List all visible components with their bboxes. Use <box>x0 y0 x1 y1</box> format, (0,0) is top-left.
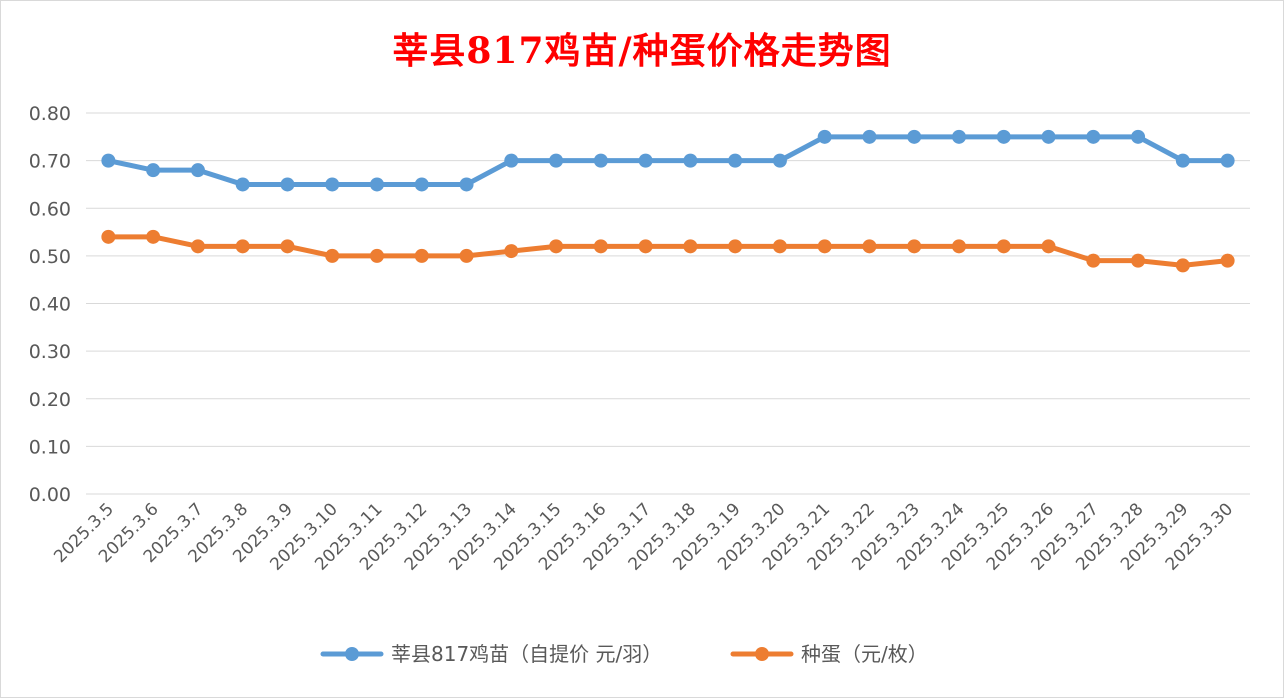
data-point <box>414 248 429 263</box>
legend-label: 莘县817鸡苗（自提价 元/羽） <box>391 642 662 666</box>
series-line <box>105 134 1231 187</box>
data-point <box>728 153 743 168</box>
data-point <box>325 177 340 192</box>
x-axis-ticks: 2025.3.52025.3.62025.3.72025.3.82025.3.9… <box>50 499 1237 574</box>
data-point <box>683 153 698 168</box>
data-point <box>370 177 384 192</box>
data-point <box>459 177 474 192</box>
data-point <box>1175 153 1190 168</box>
data-point <box>146 229 161 244</box>
data-point <box>1086 253 1101 268</box>
y-axis-ticks: 0.00 0.10 0.20 0.30 0.40 0.50 0.60 0.70 0.80 <box>29 103 71 506</box>
legend: 莘县817鸡苗（自提价 元/羽） 种蛋（元/枚） <box>320 642 928 666</box>
y-tick-label: 0.00 <box>29 484 71 506</box>
series-0 <box>101 129 1235 192</box>
data-point <box>862 239 877 254</box>
data-point <box>101 229 116 244</box>
data-point <box>952 129 966 144</box>
data-point <box>101 153 116 168</box>
chart-title: 莘县817鸡苗/种蛋价格走势图 <box>392 30 892 72</box>
data-point <box>996 239 1011 254</box>
data-point <box>772 239 787 254</box>
legend-entry: 莘县817鸡苗（自提价 元/羽） <box>320 642 662 666</box>
data-point <box>1220 153 1235 168</box>
data-point <box>459 248 474 263</box>
data-point <box>728 239 743 254</box>
y-tick-label: 0.10 <box>29 436 71 458</box>
data-point <box>817 129 832 144</box>
data-point <box>190 163 205 178</box>
series-line <box>105 234 1231 268</box>
data-point <box>683 239 698 254</box>
legend-entry: 种蛋（元/枚） <box>730 642 928 666</box>
data-point <box>370 248 384 263</box>
data-point <box>1220 253 1235 268</box>
y-tick-label: 0.80 <box>29 103 71 125</box>
data-point <box>996 129 1011 144</box>
data-point <box>146 163 161 178</box>
data-point <box>638 153 653 168</box>
data-point <box>1175 258 1190 273</box>
y-tick-label: 0.70 <box>29 151 71 173</box>
legend-swatch-marker <box>755 647 769 661</box>
data-point <box>414 177 429 192</box>
y-tick-label: 0.60 <box>29 198 71 220</box>
data-point <box>504 153 519 168</box>
data-point <box>1086 129 1101 144</box>
data-point <box>235 239 250 254</box>
data-point <box>907 129 922 144</box>
legend-swatch-marker <box>345 647 359 661</box>
data-point <box>325 248 340 263</box>
data-point <box>907 239 922 254</box>
y-tick-label: 0.30 <box>29 341 71 363</box>
data-point <box>235 177 250 192</box>
data-point <box>638 239 653 254</box>
data-point <box>817 239 832 254</box>
data-point <box>280 177 295 192</box>
data-point <box>280 239 295 254</box>
y-tick-label: 0.50 <box>29 246 71 268</box>
series-1 <box>101 229 1235 273</box>
data-point <box>549 239 564 254</box>
y-tick-label: 0.20 <box>29 389 71 411</box>
data-point <box>1131 253 1146 268</box>
data-point <box>1131 129 1146 144</box>
data-point <box>190 239 205 254</box>
data-point <box>1041 239 1056 254</box>
data-point <box>862 129 877 144</box>
data-point <box>504 244 519 259</box>
data-point <box>952 239 966 254</box>
data-point <box>772 153 787 168</box>
grid-lines <box>86 112 1250 495</box>
data-point <box>1041 129 1056 144</box>
data-point <box>593 239 608 254</box>
data-point <box>549 153 564 168</box>
data-point <box>593 153 608 168</box>
series-lines <box>101 129 1235 273</box>
legend-label: 种蛋（元/枚） <box>801 642 928 666</box>
y-tick-label: 0.40 <box>29 294 71 316</box>
